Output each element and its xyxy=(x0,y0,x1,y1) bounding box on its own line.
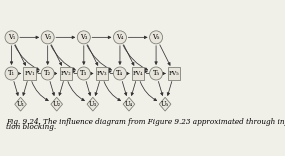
Polygon shape xyxy=(159,97,171,111)
Text: FV₃: FV₃ xyxy=(97,71,107,76)
Text: T₅: T₅ xyxy=(152,69,160,78)
Text: Fig. 9.24. The influence diagram from Figure 9.23 approximated through informa-: Fig. 9.24. The influence diagram from Fi… xyxy=(6,118,285,126)
Text: T₄: T₄ xyxy=(116,69,123,78)
Text: FV₂: FV₂ xyxy=(60,71,71,76)
Text: T₁: T₁ xyxy=(8,69,15,78)
Text: T₂: T₂ xyxy=(44,69,51,78)
Bar xyxy=(168,67,180,80)
Circle shape xyxy=(150,31,162,44)
Bar xyxy=(60,67,72,80)
Text: tion blocking.: tion blocking. xyxy=(6,123,56,131)
Circle shape xyxy=(5,67,18,80)
Text: U₄: U₄ xyxy=(125,100,133,108)
Text: U₃: U₃ xyxy=(89,100,97,108)
Text: V₁: V₁ xyxy=(8,33,15,41)
Text: V₅: V₅ xyxy=(152,33,160,41)
Text: FV₅: FV₅ xyxy=(169,71,180,76)
Circle shape xyxy=(41,31,54,44)
Text: U₁: U₁ xyxy=(17,100,25,108)
Circle shape xyxy=(77,31,90,44)
Circle shape xyxy=(150,67,162,80)
Text: FV₁: FV₁ xyxy=(24,71,35,76)
Circle shape xyxy=(41,67,54,80)
Polygon shape xyxy=(87,97,99,111)
Circle shape xyxy=(77,67,90,80)
Text: T₃: T₃ xyxy=(80,69,87,78)
Text: FV₄: FV₄ xyxy=(133,71,143,76)
Circle shape xyxy=(113,67,127,80)
Text: V₄: V₄ xyxy=(116,33,124,41)
Bar xyxy=(23,67,36,80)
Text: U₂: U₂ xyxy=(53,100,61,108)
Circle shape xyxy=(5,31,18,44)
Text: V₃: V₃ xyxy=(80,33,87,41)
Bar xyxy=(96,67,108,80)
Text: V₂: V₂ xyxy=(44,33,51,41)
Text: U₅: U₅ xyxy=(161,100,169,108)
Polygon shape xyxy=(15,97,27,111)
Polygon shape xyxy=(123,97,135,111)
Polygon shape xyxy=(51,97,62,111)
Circle shape xyxy=(113,31,127,44)
Bar xyxy=(132,67,144,80)
